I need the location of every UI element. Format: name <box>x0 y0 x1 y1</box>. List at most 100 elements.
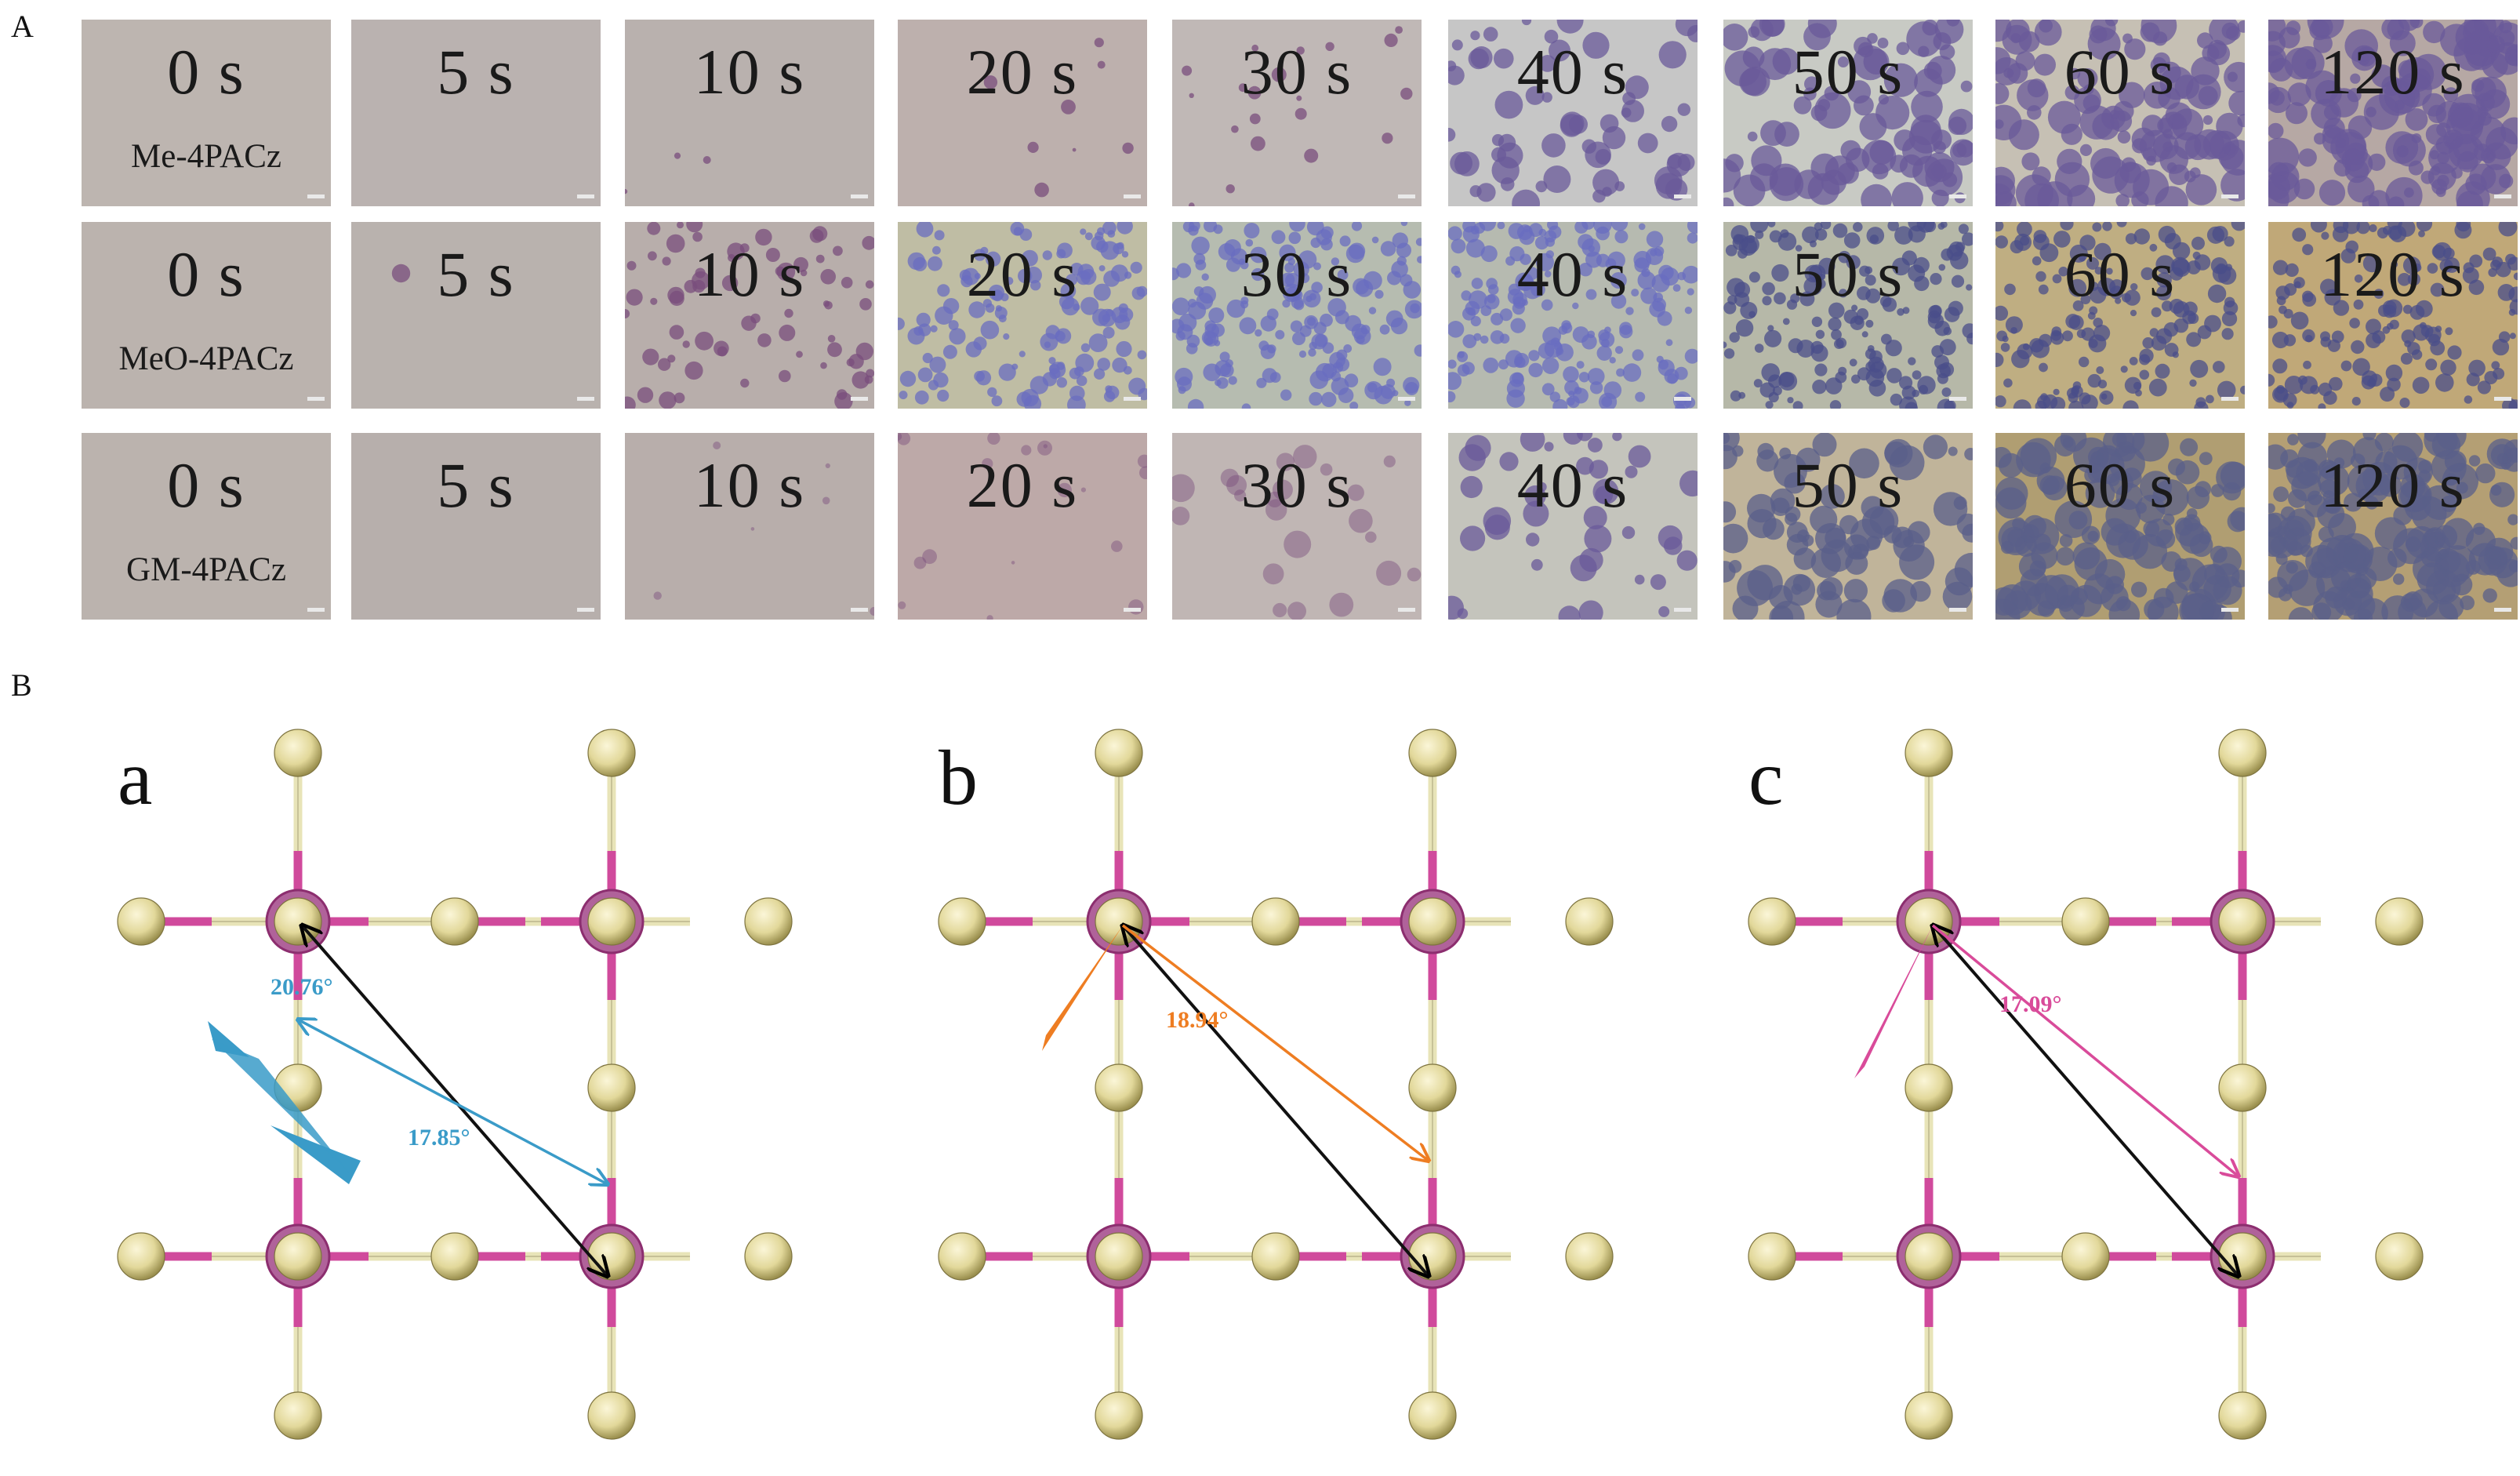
crystal-domain <box>1214 340 1221 347</box>
angle-wedge <box>1042 925 1123 1051</box>
crystal-domain <box>2286 20 2301 35</box>
crystal-domain <box>1240 260 1249 270</box>
crystal-domain <box>2283 334 2297 347</box>
crystal-domain <box>898 317 905 330</box>
crystal-domain <box>2060 222 2074 231</box>
crystal-domain <box>1285 286 1301 302</box>
crystal-domain <box>2398 480 2431 513</box>
scale-bar <box>2494 194 2511 198</box>
crystal-domain <box>1325 42 1334 51</box>
crystal-domain <box>1386 378 1396 387</box>
micrograph-tile: 10 s <box>625 433 874 620</box>
crystal-domain <box>2322 127 2350 155</box>
crystal-domain <box>1276 453 1294 471</box>
crystal-domain <box>1451 265 1461 275</box>
crystal-domain <box>2398 57 2435 93</box>
crystal-domain <box>1953 496 1967 510</box>
micrograph-tile: 120 s <box>2268 20 2518 206</box>
crystal-domain <box>1137 454 1147 468</box>
crystal-domain <box>1939 44 1955 60</box>
crystal-domain <box>1793 96 1812 115</box>
crystal-domain <box>1448 321 1465 338</box>
crystal-domain <box>625 396 636 409</box>
crystal-domain <box>1541 383 1555 396</box>
crystal-domain <box>1777 232 1797 251</box>
atom <box>117 1232 165 1281</box>
crystal-domain <box>2321 231 2329 240</box>
crystal-domain <box>2387 196 2405 206</box>
crystal-domain <box>1632 349 1644 362</box>
crystal-domain <box>2340 360 2352 372</box>
crystal-domain <box>2017 222 2032 237</box>
crystal-domain <box>1095 231 1104 241</box>
scale-bar <box>2221 608 2239 612</box>
crystal-domain <box>1563 366 1579 383</box>
crystal-domain <box>1595 485 1614 504</box>
crystal-domain <box>1799 291 1815 307</box>
crystal-domain <box>1966 333 1973 345</box>
crystal-domain <box>1943 326 1952 336</box>
crystal-domain <box>1587 330 1596 339</box>
crystal-domain <box>1137 350 1147 360</box>
crystal-domain <box>1928 305 1942 318</box>
crystal-domain <box>2362 254 2381 273</box>
scale-bar <box>2494 608 2511 612</box>
crystal-domain <box>2142 337 2154 349</box>
crystal-domain <box>2504 44 2518 67</box>
crystal-domain <box>2293 178 2315 200</box>
crystal-domain <box>2310 222 2327 233</box>
crystal-domain <box>1382 133 1393 144</box>
crystal-domain <box>2344 493 2363 512</box>
crystal-domain <box>932 245 941 255</box>
crystal-domain <box>1339 235 1351 247</box>
crystal-domain <box>2308 490 2322 506</box>
micrograph-image <box>2268 222 2518 409</box>
crystal-domain <box>1329 592 1354 617</box>
atom <box>938 1232 986 1281</box>
crystal-domain <box>1189 93 1194 99</box>
crystal-domain <box>2003 378 2013 388</box>
crystal-domain <box>1462 362 1475 375</box>
crystal-domain <box>1846 255 1861 270</box>
crystal-domain <box>1335 357 1350 372</box>
crystal-domain <box>812 226 828 242</box>
crystal-domain <box>2319 479 2338 498</box>
crystal-domain <box>1635 391 1646 402</box>
crystal-domain <box>1272 479 1293 500</box>
crystal-domain <box>1734 282 1751 298</box>
crystal-domain <box>2124 376 2142 394</box>
atom <box>1748 1232 1796 1281</box>
crystal-domain <box>851 371 870 389</box>
micrograph-tile: 120 s <box>2268 433 2518 620</box>
crystal-domain <box>1786 522 1808 543</box>
crystal-domain <box>2418 230 2425 238</box>
crystal-domain <box>1524 485 1546 507</box>
crystal-domain <box>658 358 671 371</box>
crystal-domain <box>686 222 703 233</box>
crystal-domain <box>2482 247 2496 261</box>
crystal-domain <box>2279 305 2287 314</box>
crystal-domain <box>1118 303 1128 313</box>
crystal-domain <box>2136 494 2166 524</box>
crystal-domain <box>1877 38 1889 49</box>
crystal-domain <box>2105 576 2124 594</box>
micrograph-tile: 60 s <box>1995 433 2245 620</box>
crystal-domain <box>1682 265 1698 284</box>
angle-label: 17.85° <box>408 1125 470 1151</box>
crystal-domain <box>1011 561 1015 565</box>
crystal-domain <box>2124 289 2141 306</box>
atom <box>2061 1232 2110 1281</box>
crystal-domain <box>1995 305 2009 321</box>
crystal-domain <box>1383 455 1396 467</box>
crystal-domain <box>2213 361 2225 373</box>
crystal-domain <box>2086 256 2099 270</box>
crystal-domain <box>1725 245 1737 256</box>
crystal-domain <box>666 234 685 253</box>
crystal-domain <box>2329 376 2343 391</box>
crystal-domain <box>625 309 630 318</box>
crystal-domain <box>1080 343 1091 352</box>
crystal-domain <box>650 297 658 305</box>
crystal-domain <box>2443 87 2459 102</box>
crystal-domain <box>1258 340 1269 351</box>
time-label: 120 s <box>2320 449 2466 521</box>
